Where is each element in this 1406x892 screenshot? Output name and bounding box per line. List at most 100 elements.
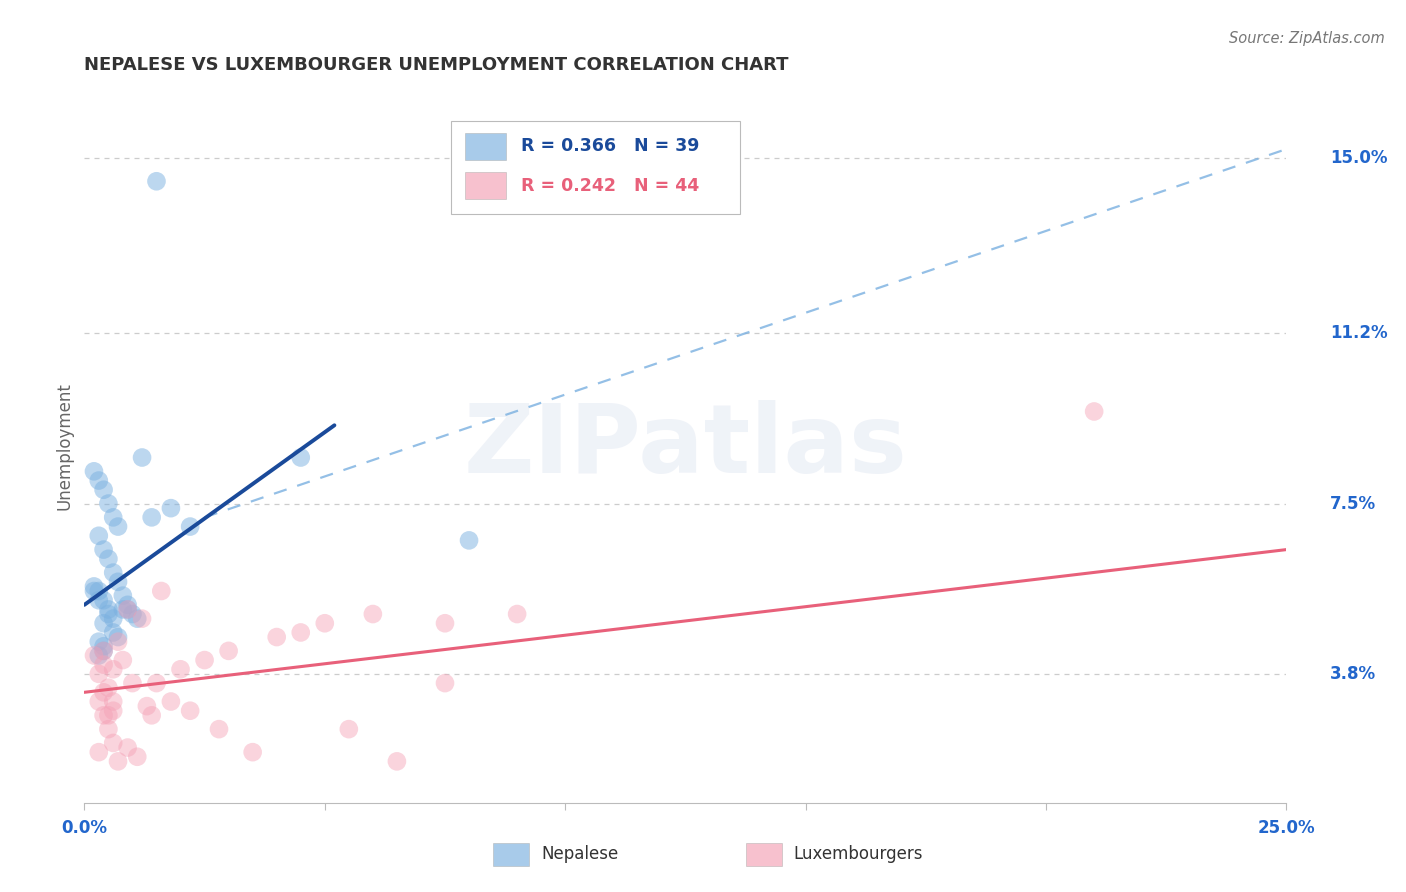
Point — [83, 584, 105, 599]
Point — [103, 704, 125, 718]
Point — [117, 740, 139, 755]
Point — [97, 607, 120, 621]
Point — [131, 612, 153, 626]
Point — [160, 501, 183, 516]
Point — [97, 551, 120, 566]
Point — [242, 745, 264, 759]
Point — [93, 644, 115, 658]
Point — [97, 497, 120, 511]
Point — [160, 694, 183, 708]
Point — [87, 529, 110, 543]
Point — [111, 653, 134, 667]
Point — [97, 708, 120, 723]
Text: 11.2%: 11.2% — [1330, 324, 1388, 343]
Point — [506, 607, 529, 621]
Text: 15.0%: 15.0% — [1330, 149, 1388, 168]
Point — [145, 676, 167, 690]
Point — [337, 722, 360, 736]
Point — [290, 450, 312, 465]
Point — [87, 584, 110, 599]
Point — [87, 593, 110, 607]
Point — [107, 630, 129, 644]
Point — [103, 662, 125, 676]
Point — [93, 542, 115, 557]
Point — [97, 722, 120, 736]
Point — [169, 662, 191, 676]
Point — [1083, 404, 1105, 418]
Point — [103, 736, 125, 750]
Point — [194, 653, 217, 667]
Point — [87, 648, 110, 663]
Point — [87, 745, 110, 759]
Point — [141, 708, 163, 723]
Point — [87, 634, 110, 648]
Bar — [465, 133, 506, 160]
Point — [150, 584, 173, 599]
FancyBboxPatch shape — [451, 121, 740, 214]
Point — [131, 450, 153, 465]
Point — [290, 625, 312, 640]
Bar — [494, 843, 529, 865]
Point — [127, 612, 149, 626]
Point — [107, 574, 129, 589]
Point — [103, 510, 125, 524]
Text: R = 0.242   N = 44: R = 0.242 N = 44 — [520, 177, 699, 194]
Text: R = 0.366   N = 39: R = 0.366 N = 39 — [520, 137, 699, 155]
Y-axis label: Unemployment: Unemployment — [55, 382, 73, 510]
Point — [179, 519, 201, 533]
Point — [93, 657, 115, 672]
Point — [117, 602, 139, 616]
Point — [179, 704, 201, 718]
Point — [434, 616, 457, 631]
Text: 7.5%: 7.5% — [1330, 494, 1376, 513]
Point — [87, 474, 110, 488]
Point — [103, 612, 125, 626]
Point — [208, 722, 231, 736]
Point — [87, 694, 110, 708]
Point — [97, 681, 120, 695]
Point — [83, 464, 105, 478]
Point — [93, 708, 115, 723]
Text: 3.8%: 3.8% — [1330, 665, 1376, 683]
Text: Source: ZipAtlas.com: Source: ZipAtlas.com — [1229, 31, 1385, 46]
Point — [121, 676, 143, 690]
Point — [87, 666, 110, 681]
Point — [127, 749, 149, 764]
Text: NEPALESE VS LUXEMBOURGER UNEMPLOYMENT CORRELATION CHART: NEPALESE VS LUXEMBOURGER UNEMPLOYMENT CO… — [84, 56, 789, 74]
Point — [107, 519, 129, 533]
Point — [111, 602, 134, 616]
Text: 0.0%: 0.0% — [62, 819, 107, 837]
Text: 25.0%: 25.0% — [1258, 819, 1315, 837]
Point — [141, 510, 163, 524]
Point — [93, 685, 115, 699]
Point — [107, 634, 129, 648]
Point — [83, 579, 105, 593]
Point — [93, 644, 115, 658]
Point — [361, 607, 384, 621]
Point — [117, 598, 139, 612]
Point — [266, 630, 288, 644]
Point — [434, 676, 457, 690]
Text: Luxembourgers: Luxembourgers — [793, 846, 924, 863]
Bar — [745, 843, 782, 865]
Point — [97, 602, 120, 616]
Point — [93, 616, 115, 631]
Point — [117, 602, 139, 616]
Point — [107, 755, 129, 769]
Point — [93, 593, 115, 607]
Point — [103, 694, 125, 708]
Point — [111, 589, 134, 603]
Point — [385, 755, 408, 769]
Point — [103, 566, 125, 580]
Text: Nepalese: Nepalese — [541, 846, 619, 863]
Point — [218, 644, 240, 658]
Bar — [465, 172, 506, 199]
Point — [83, 648, 105, 663]
Point — [103, 625, 125, 640]
Text: ZIPatlas: ZIPatlas — [464, 400, 907, 492]
Point — [145, 174, 167, 188]
Point — [314, 616, 336, 631]
Point — [93, 640, 115, 654]
Point — [135, 699, 157, 714]
Point — [121, 607, 143, 621]
